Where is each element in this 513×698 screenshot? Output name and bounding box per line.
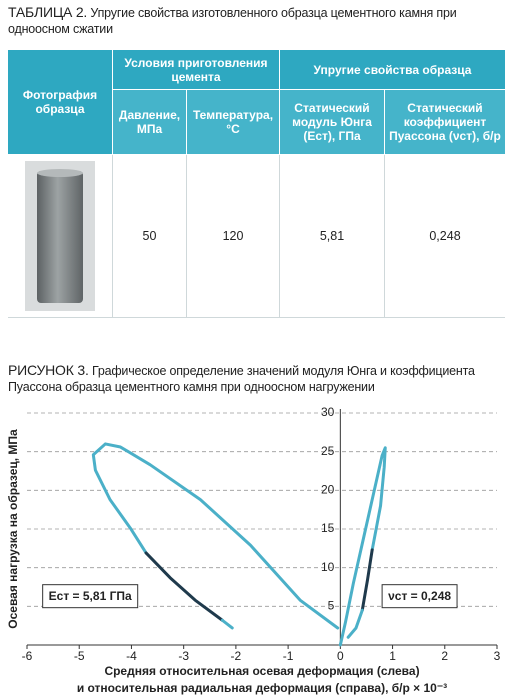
header-cell: Статический коэффициент Пуассона (νст), … [385,90,505,154]
annotation: Eст = 5,81 ГПа [49,589,132,603]
x-tick-label: -6 [22,649,33,663]
table-caption: ТАБЛИЦА 2. Упругие свойства изготовленно… [8,4,498,37]
chart: 5 10 15 20 25 30 -6 -5 -4 -3 -2 -1 0 1 2 3 Eст = 5,81 ГП… [6,405,501,695]
data-line [338,446,387,647]
y-tick-label: 5 [328,599,335,613]
data-line [360,548,374,612]
x-tick-label: 1 [389,649,396,663]
data-line [91,442,340,630]
data-line [220,618,234,630]
header-cell: Статический модуль Юнга (Eст), ГПа [280,90,384,154]
photo-cell [8,155,113,318]
y-axis-label: Осевая нагрузка на образец, МПа [6,429,20,629]
data-cell: 50 [113,155,187,318]
x-tick-label: -3 [178,649,189,663]
y-tick-label: 30 [321,405,335,419]
annotation: νст = 0,248 [388,589,451,603]
figure-caption-text: Графическое определение значений модуля … [8,364,475,394]
header-cell: Давление, МПа [113,90,186,154]
x-tick-label: -5 [74,649,85,663]
y-tick-label: 15 [321,521,335,535]
annotation-box [42,584,139,609]
y-tick-label: 20 [321,483,335,497]
x-tick-label: 0 [337,649,344,663]
x-axis-label: и относительная радиальная деформация (с… [77,681,447,695]
x-tick-label: 3 [494,649,501,663]
header-cell: Условия приготовления цемента [113,50,279,89]
header-cell: Упругие свойства образца [280,50,505,89]
figure-label: РИСУНОК 3. [8,362,89,378]
table-caption-text: Упругие свойства изготовленного образца … [8,6,457,36]
sample-photo [25,161,95,311]
data-cell: 120 [187,155,280,318]
x-tick-label: -4 [126,649,137,663]
annotation-box [381,584,458,609]
data-cell: 5,81 [280,155,385,318]
x-tick-label: -2 [231,649,242,663]
x-axis-label: Средняя относительная осевая деформация … [104,664,419,678]
header-cell: Фотография образца [8,50,112,154]
x-tick-label: -1 [283,649,294,663]
x-tick-label: 2 [441,649,448,663]
header-cell: Температура, °С [187,90,279,154]
data-line [346,608,364,639]
data-line [144,551,224,622]
y-tick-label: 10 [321,560,335,574]
data-cell: 0,248 [385,155,505,318]
figure-caption: РИСУНОК 3. Графическое определение значе… [8,362,478,395]
y-tick-label: 25 [321,444,335,458]
table-label: ТАБЛИЦА 2. [8,4,88,20]
